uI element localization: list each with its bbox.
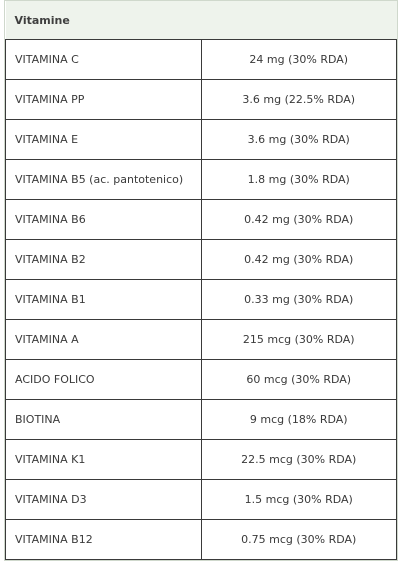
vitamin-amount: 60 mcg (30% RDA) xyxy=(201,359,397,400)
vitamin-amount: 24 mg (30% RDA) xyxy=(201,39,397,80)
vitamin-name: VITAMINA B5 (ac. pantotenico) xyxy=(5,159,202,200)
table-header-row: Vitamine xyxy=(5,1,397,40)
vitamin-amount: 0.42 mg (30% RDA) xyxy=(201,239,397,280)
table-row: BIOTINA 9 mcg (18% RDA) xyxy=(5,399,397,440)
vitamin-name: VITAMINA B2 xyxy=(5,239,202,280)
vitamin-amount: 0.33 mg (30% RDA) xyxy=(201,279,397,320)
vitamin-name: VITAMINA B6 xyxy=(5,199,202,240)
vitamin-name: VITAMINA E xyxy=(5,119,202,160)
vitamin-name: VITAMINA K1 xyxy=(5,439,202,480)
table-row: VITAMINA B6 0.42 mg (30% RDA) xyxy=(5,199,397,240)
vitamin-amount: 0.75 mcg (30% RDA) xyxy=(201,519,397,560)
table-row: VITAMINA B1 0.33 mg (30% RDA) xyxy=(5,279,397,320)
table-row: VITAMINA B12 0.75 mcg (30% RDA) xyxy=(5,519,397,560)
vitamin-amount: 9 mcg (18% RDA) xyxy=(201,399,397,440)
vitamin-name: BIOTINA xyxy=(5,399,202,440)
table-row: VITAMINA K1 22.5 mcg (30% RDA) xyxy=(5,439,397,480)
vitamin-amount: 3.6 mg (30% RDA) xyxy=(201,119,397,160)
vitamin-amount: 1.5 mcg (30% RDA) xyxy=(201,479,397,520)
table-row: VITAMINA A 215 mcg (30% RDA) xyxy=(5,319,397,360)
vitamin-name: VITAMINA B1 xyxy=(5,279,202,320)
table-row: VITAMINA D3 1.5 mcg (30% RDA) xyxy=(5,479,397,520)
vitamin-amount: 0.42 mg (30% RDA) xyxy=(201,199,397,240)
vitamin-table: Vitamine VITAMINA C 24 mg (30% RDA) VITA… xyxy=(5,1,397,560)
table-row: VITAMINA B2 0.42 mg (30% RDA) xyxy=(5,239,397,280)
table-header-vitamine: Vitamine xyxy=(5,1,397,40)
table-row: VITAMINA B5 (ac. pantotenico) 1.8 mg (30… xyxy=(5,159,397,200)
vitamin-table-container: Vitamine VITAMINA C 24 mg (30% RDA) VITA… xyxy=(4,0,398,561)
table-row: VITAMINA E 3.6 mg (30% RDA) xyxy=(5,119,397,160)
table-row: ACIDO FOLICO 60 mcg (30% RDA) xyxy=(5,359,397,400)
vitamin-name: VITAMINA PP xyxy=(5,79,202,120)
vitamin-amount: 22.5 mcg (30% RDA) xyxy=(201,439,397,480)
vitamin-name: VITAMINA B12 xyxy=(5,519,202,560)
vitamin-name: VITAMINA C xyxy=(5,39,202,80)
vitamin-amount: 3.6 mg (22.5% RDA) xyxy=(201,79,397,120)
vitamin-name: VITAMINA D3 xyxy=(5,479,202,520)
table-row: VITAMINA C 24 mg (30% RDA) xyxy=(5,39,397,80)
table-row: VITAMINA PP 3.6 mg (22.5% RDA) xyxy=(5,79,397,120)
vitamin-name: VITAMINA A xyxy=(5,319,202,360)
vitamin-amount: 215 mcg (30% RDA) xyxy=(201,319,397,360)
vitamin-amount: 1.8 mg (30% RDA) xyxy=(201,159,397,200)
vitamin-name: ACIDO FOLICO xyxy=(5,359,202,400)
